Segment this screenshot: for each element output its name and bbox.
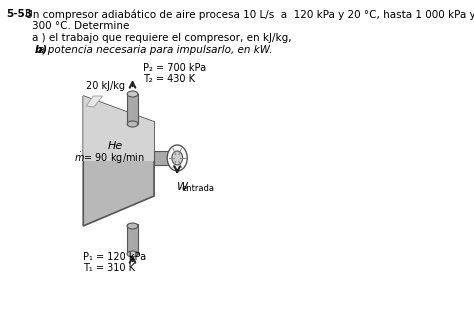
Ellipse shape bbox=[127, 121, 138, 127]
Polygon shape bbox=[83, 96, 154, 161]
FancyBboxPatch shape bbox=[154, 151, 176, 165]
Text: P₁ = 120 kPa: P₁ = 120 kPa bbox=[83, 252, 146, 262]
Ellipse shape bbox=[127, 251, 138, 257]
Circle shape bbox=[172, 151, 182, 165]
Text: Un compresor adiabático de aire procesa 10 L/s  a  120 kPa y 20 °C, hasta 1 000 : Un compresor adiabático de aire procesa … bbox=[22, 9, 474, 19]
Text: T₁ = 310 K: T₁ = 310 K bbox=[83, 263, 135, 273]
Polygon shape bbox=[83, 96, 154, 226]
Text: He: He bbox=[108, 141, 123, 151]
Text: T₂ = 430 K: T₂ = 430 K bbox=[143, 74, 195, 84]
Text: $\dot{m}$= 90 kg/min: $\dot{m}$= 90 kg/min bbox=[74, 150, 145, 165]
Ellipse shape bbox=[127, 91, 138, 97]
FancyBboxPatch shape bbox=[127, 224, 138, 254]
Polygon shape bbox=[86, 96, 102, 107]
Text: b): b) bbox=[6, 45, 47, 55]
Text: P₂ = 700 kPa: P₂ = 700 kPa bbox=[143, 63, 207, 73]
Text: entrada: entrada bbox=[181, 184, 214, 193]
FancyBboxPatch shape bbox=[127, 94, 138, 124]
Text: 5-53: 5-53 bbox=[6, 9, 32, 19]
Text: a ) el trabajo que requiere el compresor, en kJ/kg,: a ) el trabajo que requiere el compresor… bbox=[6, 33, 292, 43]
Circle shape bbox=[167, 145, 187, 171]
Text: $W$: $W$ bbox=[176, 180, 189, 192]
Text: 20 kJ/kg: 20 kJ/kg bbox=[86, 81, 125, 91]
Ellipse shape bbox=[127, 223, 138, 229]
Text: la potencia necesaria para impulsarlo, en kW.: la potencia necesaria para impulsarlo, e… bbox=[32, 45, 273, 55]
Text: 300 °C. Determine: 300 °C. Determine bbox=[6, 21, 129, 31]
